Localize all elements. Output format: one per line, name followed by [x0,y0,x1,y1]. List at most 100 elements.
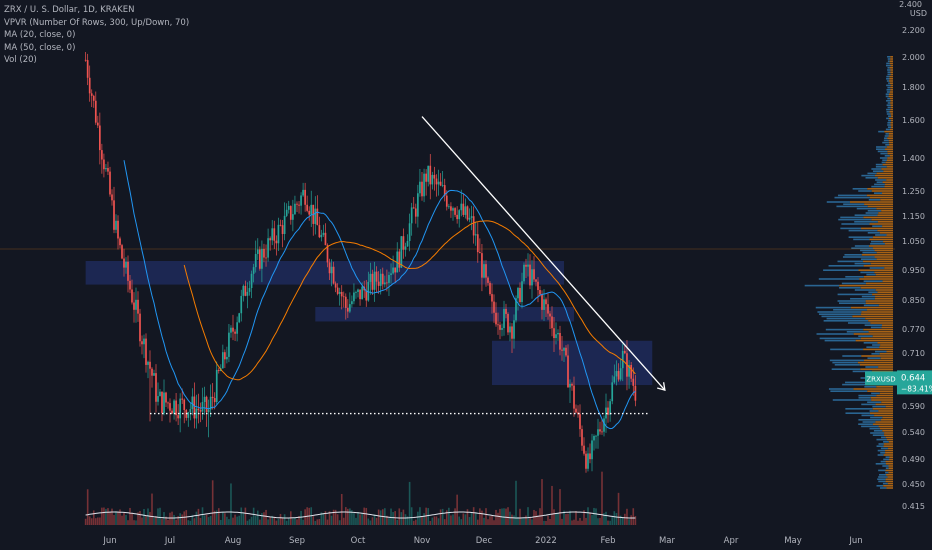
candle [92,94,95,108]
candle [344,293,347,320]
indicator-volume[interactable]: Vol (20) [4,55,37,65]
candle [232,314,234,341]
volume-bars [84,471,637,525]
candle [173,399,175,420]
candle [330,259,333,287]
candle [263,243,265,263]
symbol-tag-text: ZRXUSD [866,375,895,383]
price-tick-label: 0.950 [902,266,925,275]
candle [155,364,157,413]
last-price-change: −83.41% [901,384,932,393]
price-zone-1[interactable] [85,260,564,285]
candle [277,217,280,252]
symbol-title: ZRX / U. S. Dollar, 1D, KRAKEN [4,5,135,15]
price-zone-3[interactable] [492,340,653,386]
candle [147,360,149,379]
candle [468,208,471,223]
candle [587,447,589,472]
price-zone-2[interactable] [315,306,574,322]
candle [559,325,561,356]
candle [476,222,479,263]
candle [381,267,384,290]
candle [294,195,296,215]
candle [269,236,272,251]
ma20-line[interactable] [123,160,636,430]
indicator-vpvr[interactable]: VPVR (Number Of Rows, 300, Up/Down, 70) [4,17,190,28]
candle [603,415,605,437]
candle [485,260,487,287]
candle [316,195,319,226]
candle [404,242,407,257]
candle [406,234,409,247]
candle [135,287,137,323]
candle [236,316,238,342]
candle [355,290,357,299]
candle [167,401,169,409]
time-tick-label: Mar [659,536,676,546]
candle [119,236,121,249]
candle [183,398,186,424]
candle [634,375,637,407]
candle [289,205,292,225]
candle [143,334,145,359]
candle [491,283,493,314]
candle [88,65,91,102]
time-tick-label: Nov [414,536,431,546]
candle [541,290,543,320]
candle [439,173,442,187]
ma50-line[interactable] [183,220,636,381]
candle [285,203,288,218]
candle [267,228,269,262]
symbol-tag [865,371,897,386]
candle [308,206,311,221]
candle [551,306,553,337]
candle [388,271,390,297]
candle [392,255,394,275]
candle [555,322,557,345]
candle [332,261,335,285]
candle [298,201,300,214]
candle [421,172,423,201]
price-tick-label: 2.200 [902,26,925,35]
time-tick-label: Oct [351,536,366,546]
candle [527,253,529,277]
candle [630,362,633,383]
candle [109,166,111,197]
candle [90,89,93,108]
price-axis-bg[interactable] [895,0,932,550]
indicator-ma50[interactable]: MA (50, close, 0) [4,42,76,53]
candle [113,186,115,234]
last-price-label [897,370,932,395]
time-tick-label: Sep [289,536,305,546]
price-tick-label: 0.490 [902,455,925,464]
candle [563,347,565,363]
candle [242,284,245,302]
candle [328,258,331,281]
candle [244,280,247,297]
candle [513,314,515,349]
price-tick-label: 1.400 [902,154,925,163]
candle [583,437,585,456]
downtrend-line[interactable] [421,116,666,391]
candle [84,52,87,62]
time-tick-label: May [784,536,802,546]
candle [371,269,374,296]
candle [617,363,620,382]
indicator-ma20[interactable]: MA (20, close, 0) [4,30,76,40]
candle [157,382,159,406]
candle [429,154,432,200]
candle [346,299,349,318]
candle [149,350,151,422]
candle [585,450,587,473]
time-tick-label: Aug [225,536,242,546]
candle [624,344,626,355]
candle [279,219,282,227]
candle [503,300,505,336]
candle [258,246,261,271]
candle [462,194,465,218]
candle [487,276,489,286]
candle [521,272,523,309]
candle [151,367,153,388]
candle [456,206,458,224]
